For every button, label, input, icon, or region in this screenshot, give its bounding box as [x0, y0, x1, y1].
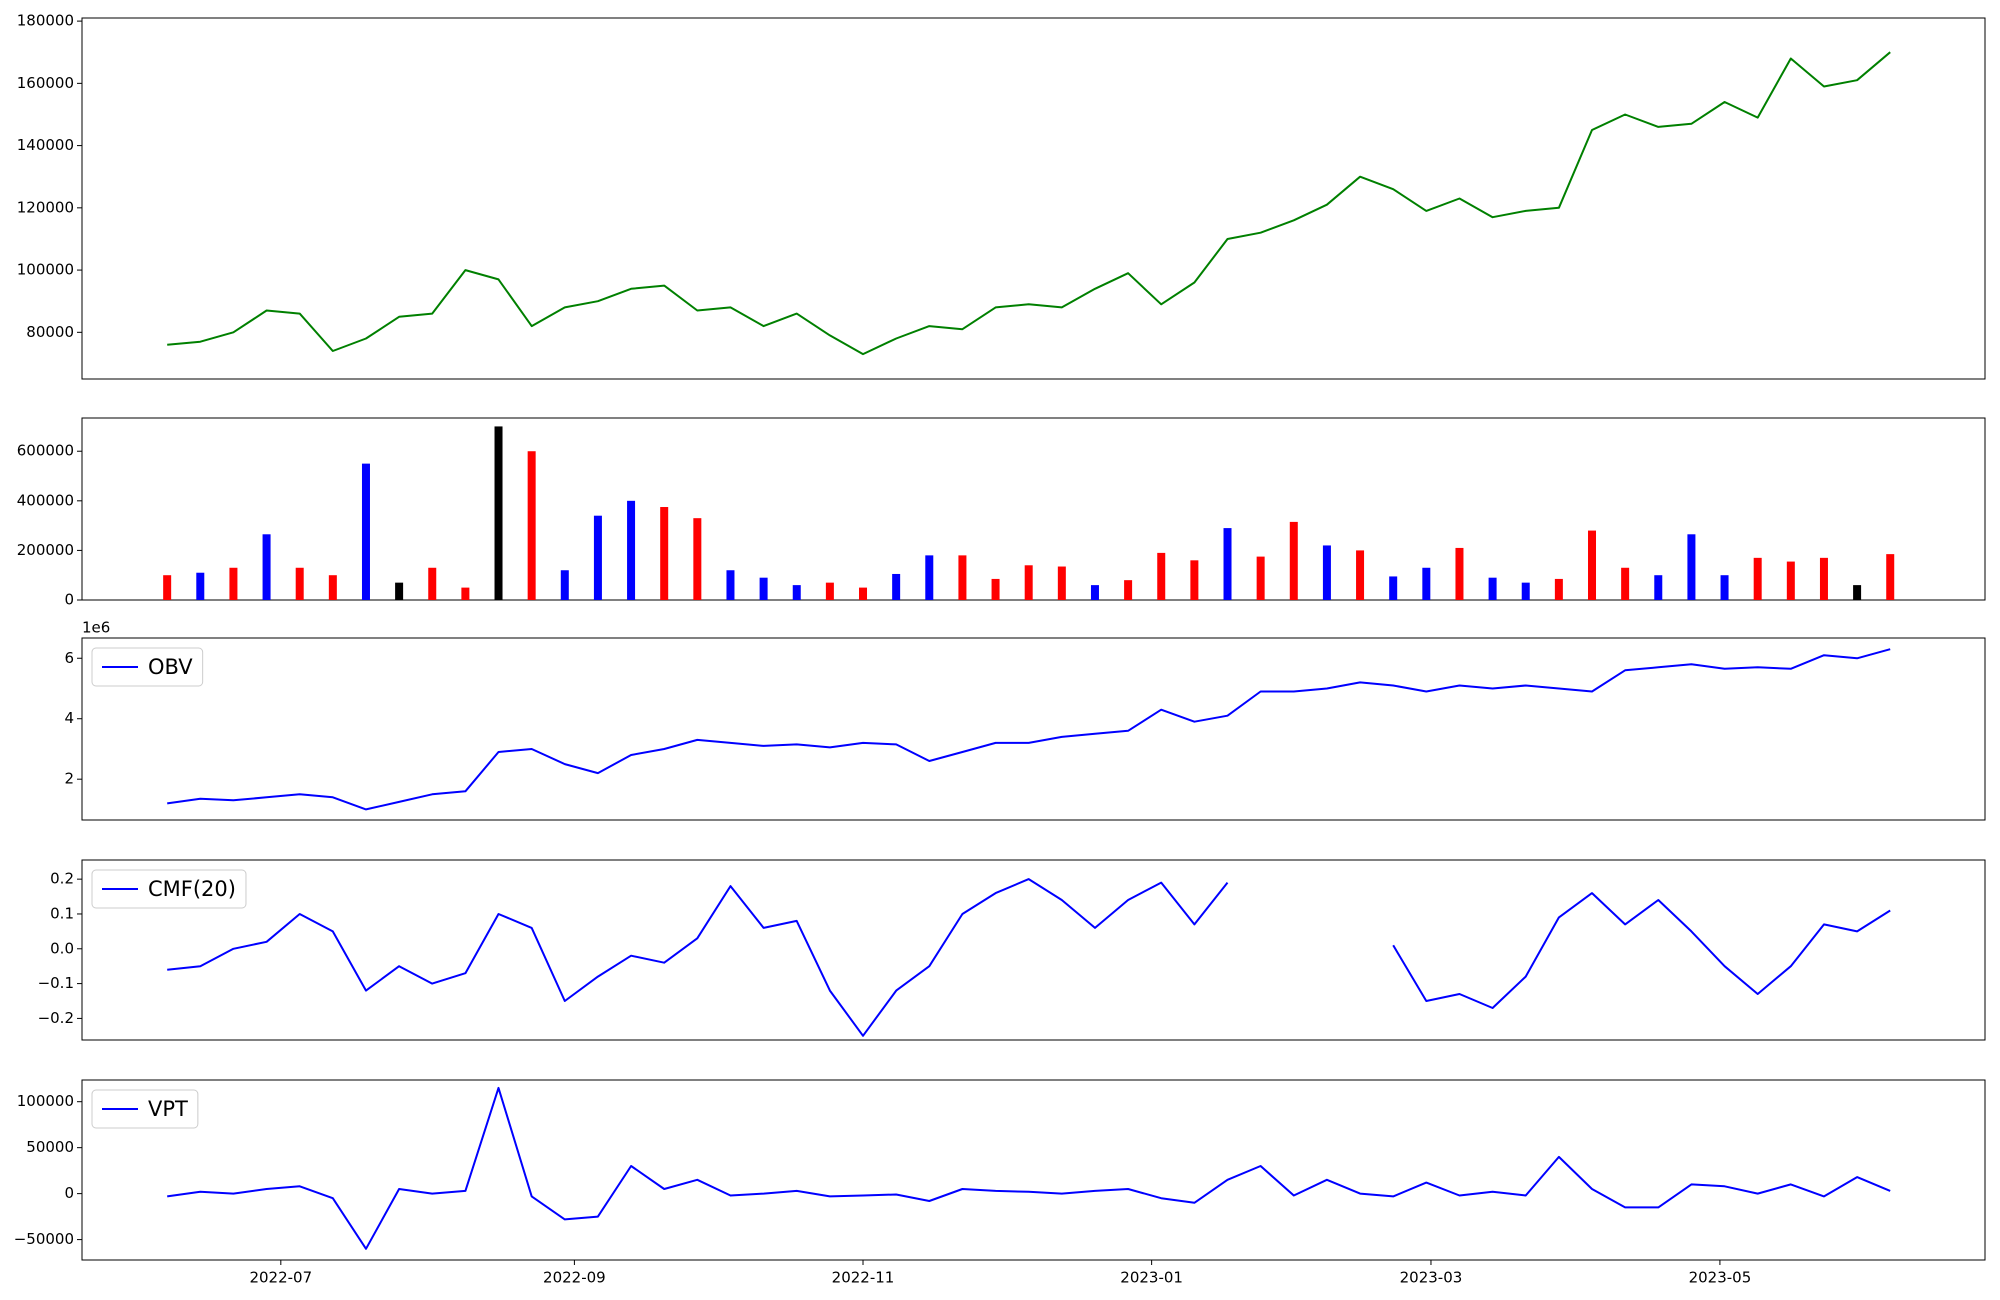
bar	[1389, 576, 1398, 600]
y-tick-label: 0	[64, 1184, 74, 1202]
legend-label: OBV	[148, 655, 193, 679]
x-tick-label: 2023-01	[1120, 1269, 1183, 1287]
bar	[560, 570, 569, 600]
bar	[1853, 585, 1862, 600]
legend-box	[91, 1089, 199, 1129]
y-tick-label: −0.2	[38, 1009, 74, 1027]
legend-label: VPT	[148, 1097, 188, 1121]
axes-frame	[81, 1079, 1986, 1261]
bar	[925, 555, 934, 600]
bar	[1654, 575, 1663, 600]
bar	[859, 587, 868, 600]
bar	[1124, 580, 1133, 600]
y-tick-label: 100000	[17, 1092, 74, 1110]
y-tick-label: 400000	[17, 491, 74, 509]
bar	[262, 534, 271, 600]
y-tick-label: 200000	[17, 541, 74, 559]
legend-box	[91, 869, 247, 909]
bar	[759, 577, 768, 600]
bar	[1819, 557, 1828, 600]
bar	[892, 573, 901, 600]
bar	[825, 582, 834, 600]
bar	[428, 567, 437, 600]
y-tick-label: 6	[64, 649, 74, 667]
line	[167, 648, 1891, 811]
bar	[1289, 521, 1298, 600]
bar	[1322, 545, 1331, 600]
bar	[461, 587, 470, 600]
axes-frame	[81, 17, 1986, 380]
x-tick-label: 2022-07	[249, 1269, 312, 1287]
bar	[1256, 556, 1265, 600]
line	[167, 1086, 1891, 1250]
bar	[494, 426, 503, 600]
axes-frame	[81, 417, 1986, 601]
legend-label: CMF(20)	[148, 877, 236, 901]
x-tick-label: 2023-05	[1689, 1269, 1752, 1287]
bar	[593, 515, 602, 600]
y-tick-label: 2	[64, 770, 74, 788]
bar	[163, 575, 172, 600]
y-tick-label: 0.0	[50, 939, 74, 957]
bar	[328, 575, 337, 600]
bar	[1521, 582, 1530, 600]
axes-frame	[81, 637, 1986, 821]
bar	[361, 463, 370, 600]
bar	[295, 567, 304, 600]
bar	[1720, 575, 1729, 600]
bar	[1621, 567, 1630, 600]
x-tick-label: 2023-03	[1400, 1269, 1463, 1287]
y-tick-label: 160000	[17, 74, 74, 92]
bar	[627, 500, 636, 600]
bar	[229, 567, 238, 600]
bar	[1488, 577, 1497, 600]
y-tick-label: 140000	[17, 136, 74, 154]
bar	[196, 572, 205, 600]
bar	[991, 578, 1000, 600]
bar	[693, 518, 702, 600]
y-tick-label: 600000	[17, 442, 74, 460]
bar	[1588, 530, 1597, 600]
bar	[1455, 547, 1464, 600]
bar	[1356, 550, 1365, 600]
bar	[958, 555, 967, 600]
bar	[1753, 557, 1762, 600]
y-tick-label: −50000	[14, 1230, 74, 1248]
legend-box	[91, 647, 204, 687]
axis-offset-text: 1e6	[82, 619, 110, 637]
bar	[792, 585, 801, 600]
bar	[1422, 567, 1431, 600]
y-tick-label: 50000	[26, 1138, 74, 1156]
line	[167, 878, 1891, 1037]
y-tick-label: 0.1	[50, 904, 74, 922]
bar	[726, 570, 735, 600]
bar	[1090, 585, 1099, 600]
bar	[1057, 566, 1066, 600]
x-tick-label: 2022-11	[832, 1269, 895, 1287]
line	[167, 51, 1891, 356]
bar	[1687, 534, 1696, 600]
bar	[1886, 554, 1895, 600]
bar	[1024, 565, 1033, 600]
bar	[527, 451, 536, 600]
axes-frame	[81, 859, 1986, 1041]
bar	[1554, 578, 1563, 600]
x-tick-label: 2022-09	[543, 1269, 606, 1287]
y-tick-label: 4	[64, 709, 74, 727]
y-tick-label: 100000	[17, 261, 74, 279]
y-tick-label: 0.2	[50, 870, 74, 888]
y-tick-label: 120000	[17, 198, 74, 216]
bar	[1157, 552, 1166, 600]
bar	[660, 507, 669, 600]
bar	[1223, 528, 1232, 600]
y-tick-label: 80000	[26, 323, 74, 341]
bar	[1190, 560, 1199, 600]
y-tick-label: 180000	[17, 12, 74, 30]
y-tick-label: 0	[64, 591, 74, 609]
bar	[1786, 561, 1795, 600]
y-tick-label: −0.1	[38, 974, 74, 992]
bar	[395, 582, 404, 600]
